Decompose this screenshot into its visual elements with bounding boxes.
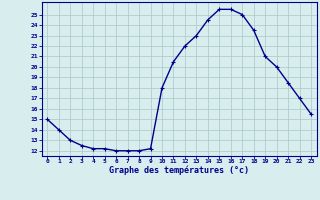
X-axis label: Graphe des températures (°c): Graphe des températures (°c) — [109, 166, 249, 175]
